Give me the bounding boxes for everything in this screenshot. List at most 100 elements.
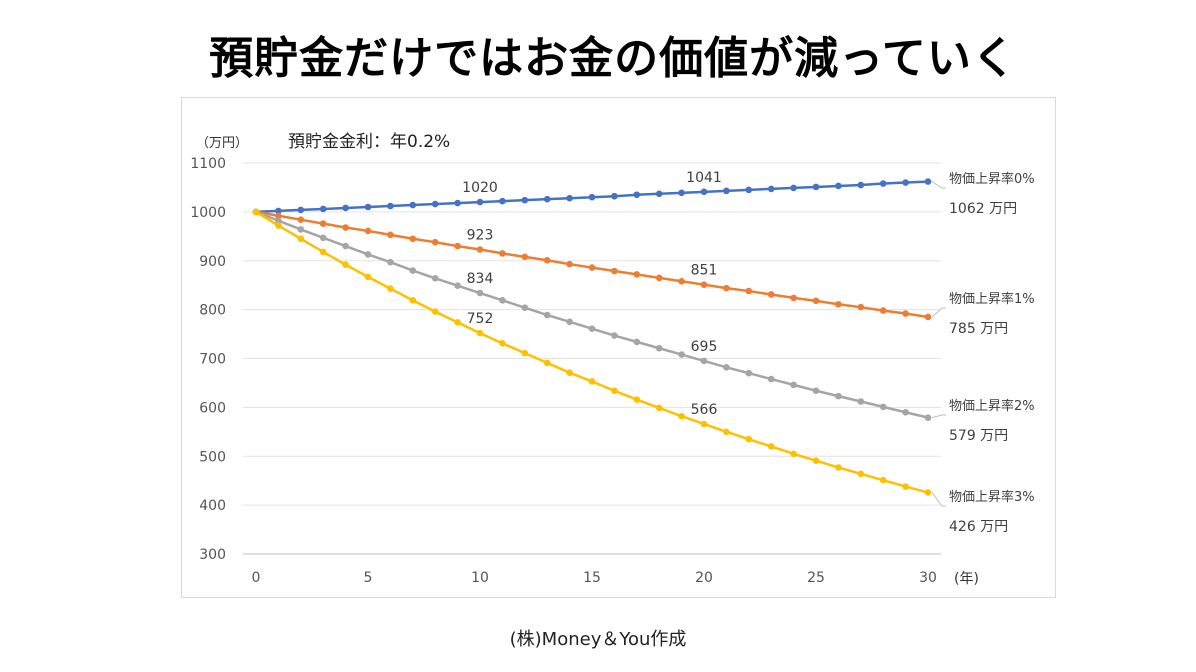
chart-frame: 300 400 500 600 700 800 900 1000 1100 0 5 10 15 20 25 3…: [181, 97, 1056, 598]
data-point: [297, 206, 305, 214]
data-point: [275, 212, 282, 220]
data-point: [655, 344, 663, 352]
data-point: [543, 359, 551, 367]
x-tick-label: 25: [807, 570, 825, 586]
data-point: [476, 289, 484, 297]
data-point: [633, 271, 641, 278]
data-point: [319, 205, 327, 213]
data-point: [924, 313, 932, 321]
y-tick-label: 900: [199, 254, 226, 270]
y-tick-label: 400: [199, 498, 226, 514]
data-point: [476, 329, 484, 337]
data-point: [409, 267, 417, 274]
data-point: [655, 274, 663, 282]
series-line: [255, 210, 929, 419]
data-point: [835, 182, 842, 190]
data-point: [812, 457, 820, 464]
data-point: [521, 253, 529, 261]
x-tick-label: 15: [583, 570, 601, 586]
data-point: [678, 277, 685, 285]
credit-footer: (株)Money＆You作成: [509, 629, 687, 650]
data-point: [387, 258, 394, 266]
data-point: [611, 267, 618, 275]
data-point: [924, 178, 932, 185]
y-tick-label: 700: [199, 352, 226, 368]
data-point: [767, 291, 775, 298]
data-point: [902, 408, 909, 416]
data-point: [297, 235, 305, 243]
data-point: [499, 340, 506, 347]
data-point: [723, 187, 730, 195]
data-point: [543, 256, 551, 264]
data-label: 923: [467, 228, 494, 244]
data-label: 695: [691, 339, 718, 355]
gridlines: [243, 162, 941, 555]
y-tick-label: 600: [199, 400, 226, 416]
data-point: [835, 392, 842, 400]
data-point: [454, 199, 461, 207]
data-point: [633, 191, 641, 199]
data-point: [633, 396, 641, 403]
data-point: [588, 193, 596, 201]
data-point: [857, 470, 865, 478]
data-point: [678, 351, 685, 358]
axes: 300 400 500 600 700 800 900 1000 1100 0 5 10 15 20 25 3…: [190, 156, 937, 586]
x-axis-label: (年): [954, 571, 979, 587]
data-point: [566, 260, 573, 268]
data-point: [790, 381, 797, 389]
data-point: [275, 222, 282, 229]
data-point: [611, 332, 618, 339]
data-point: [812, 297, 820, 305]
data-point: [431, 200, 439, 208]
data-point: [431, 275, 439, 282]
leader-line: [931, 181, 946, 189]
data-point: [588, 325, 596, 332]
data-point: [790, 294, 797, 302]
data-point: [499, 297, 506, 304]
data-point: [454, 282, 461, 289]
data-point: [409, 235, 417, 243]
data-point: [476, 246, 484, 253]
data-point: [521, 304, 529, 311]
data-point: [723, 428, 730, 436]
data-point: [297, 216, 305, 223]
data-point: [476, 198, 484, 206]
data-point: [387, 285, 394, 292]
data-label: 834: [467, 271, 494, 287]
leader-line: [931, 307, 946, 318]
line-chart: 300 400 500 600 700 800 900 1000 1100 0 5 10 15 20 25 3…: [190, 132, 1035, 587]
series-name-label: 物価上昇率3%: [949, 489, 1035, 505]
data-point: [499, 197, 506, 205]
data-point: [902, 483, 909, 490]
y-tick-label: 300: [199, 547, 226, 563]
data-point: [364, 251, 372, 258]
data-point: [745, 369, 753, 377]
data-point: [521, 349, 529, 357]
data-point: [387, 231, 394, 239]
data-label: 566: [691, 402, 718, 418]
data-point: [275, 207, 282, 215]
data-point: [812, 183, 820, 191]
data-point: [543, 311, 551, 319]
x-tick-label: 10: [471, 570, 489, 586]
data-point: [767, 375, 775, 383]
data-point: [342, 261, 349, 268]
data-point: [879, 307, 887, 314]
data-point: [364, 227, 372, 235]
data-point: [342, 242, 349, 250]
leader-line: [931, 492, 946, 507]
data-point: [857, 303, 865, 311]
series-end-value: 785 万円: [949, 321, 1008, 337]
data-point: [454, 242, 461, 250]
data-point: [655, 404, 663, 412]
data-point: [543, 195, 551, 203]
y-tick-label: 800: [199, 303, 226, 319]
data-label: 752: [467, 311, 494, 327]
data-point: [431, 308, 439, 315]
data-point: [902, 179, 909, 186]
data-point: [364, 273, 372, 281]
x-tick-label: 5: [364, 570, 373, 586]
data-point: [767, 443, 775, 450]
data-point: [902, 310, 909, 317]
data-point: [924, 414, 932, 421]
